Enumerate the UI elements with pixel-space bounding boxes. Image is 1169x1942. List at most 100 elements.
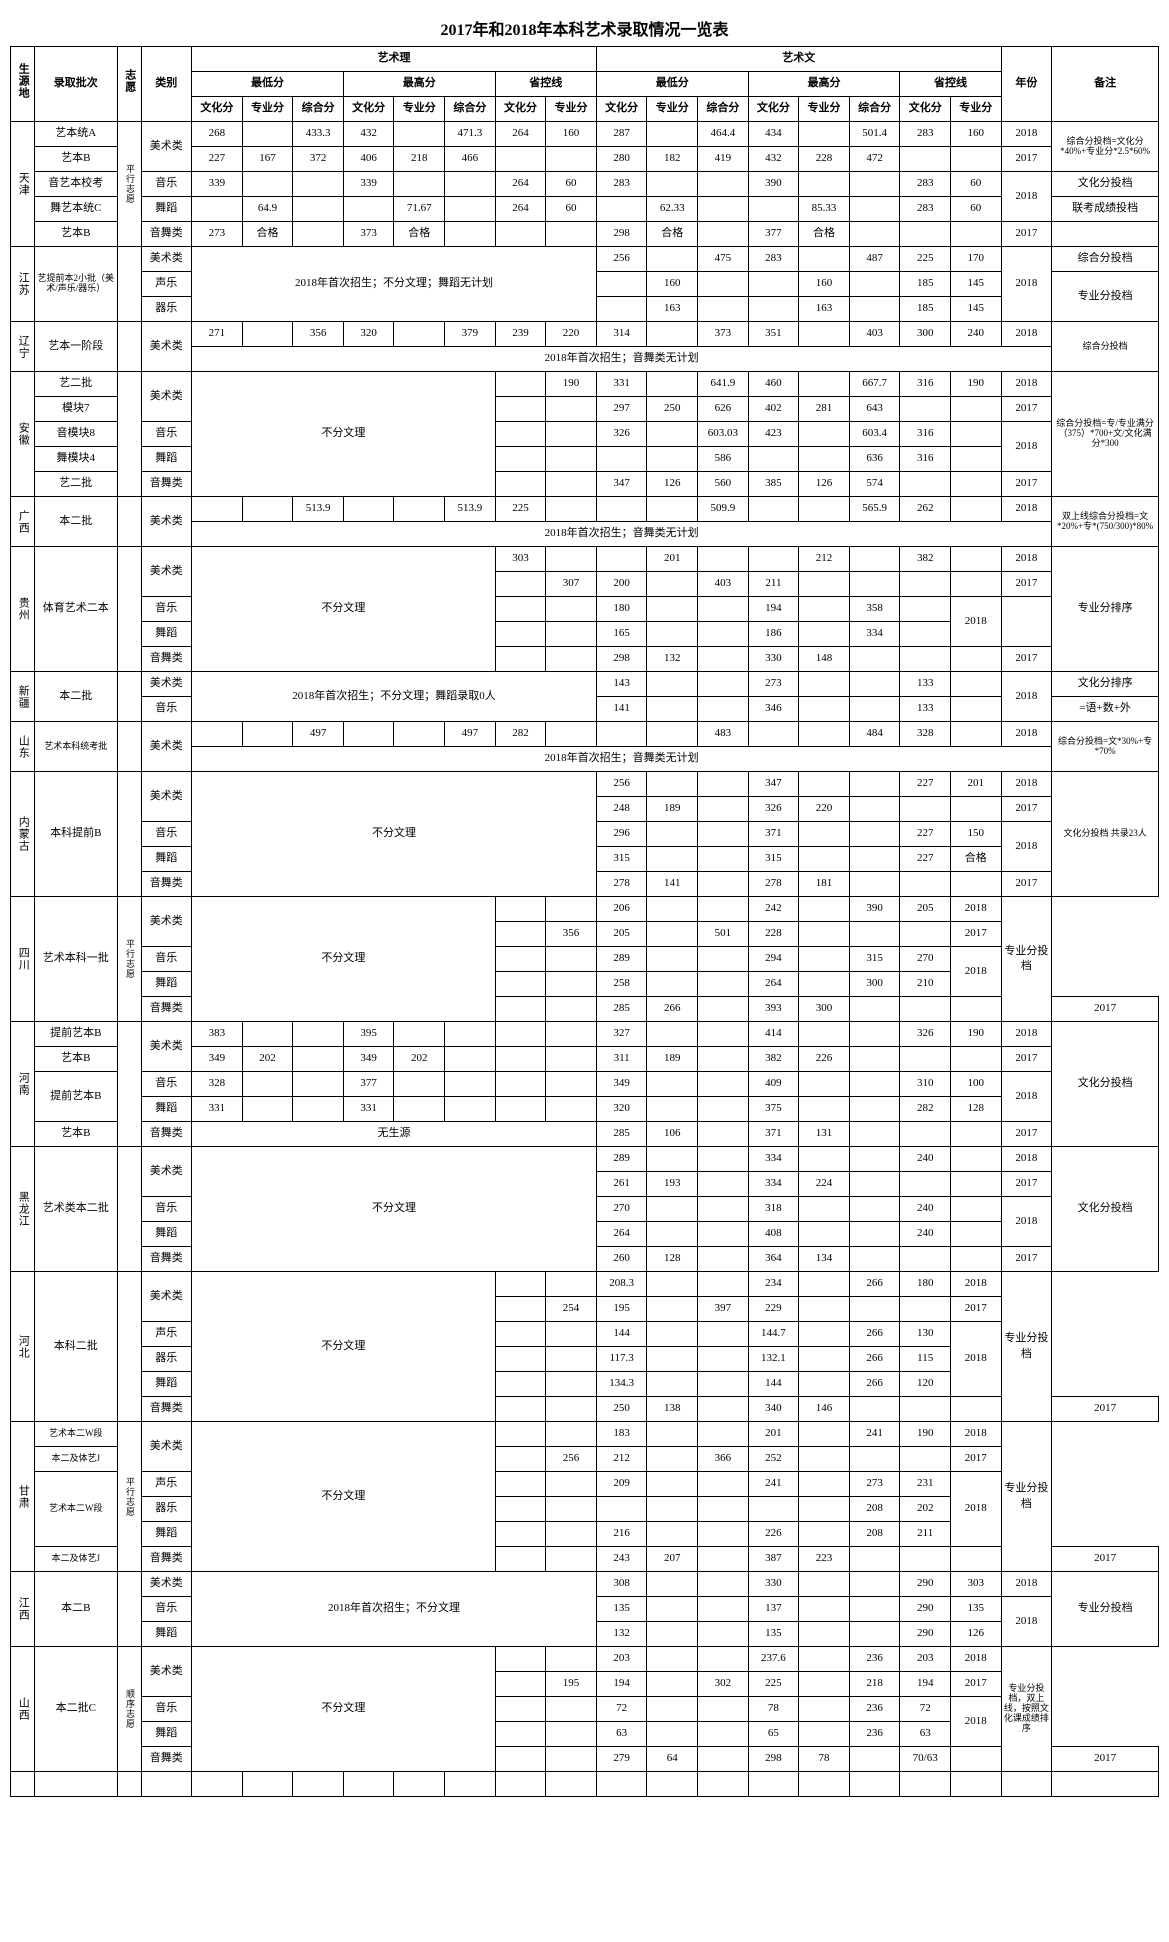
cell <box>596 197 647 222</box>
cell: 315 <box>748 847 799 872</box>
cell <box>647 722 698 747</box>
cell: 290 <box>900 1622 951 1647</box>
cell <box>495 397 546 422</box>
cell <box>192 722 243 747</box>
cell: 603.03 <box>698 422 749 447</box>
cell: 497 <box>445 722 496 747</box>
cell <box>951 797 1002 822</box>
cell: 186 <box>748 622 799 647</box>
cell: 250 <box>647 397 698 422</box>
cell <box>394 322 445 347</box>
cell <box>495 1397 546 1422</box>
cell <box>951 997 1002 1022</box>
cell: 平行志愿 <box>117 897 141 1022</box>
cell: 565.9 <box>849 497 900 522</box>
cell <box>900 147 951 172</box>
cell <box>951 647 1002 672</box>
cell: 舞蹈 <box>141 1722 192 1747</box>
cell: 85.33 <box>799 197 850 222</box>
cell: 636 <box>849 447 900 472</box>
cell: 208 <box>849 1497 900 1522</box>
cell: 256 <box>596 772 647 797</box>
cell: 390 <box>849 897 900 922</box>
cell <box>647 1097 698 1122</box>
cell: 144.7 <box>748 1322 799 1347</box>
cell <box>698 1147 749 1172</box>
cell: 141 <box>647 872 698 897</box>
cell: 综合分投档=专/专业满分（375）*700+文/文化满分*300 <box>1052 372 1159 497</box>
cell: 283 <box>596 172 647 197</box>
cell: 302 <box>698 1672 749 1697</box>
cell <box>445 197 496 222</box>
cell: 201 <box>951 772 1002 797</box>
h-sci-line: 省控线 <box>495 72 596 97</box>
cell: 专业分投档 <box>1001 1422 1052 1572</box>
cell: 2017 <box>1052 1397 1159 1422</box>
cell <box>951 697 1002 722</box>
cell <box>951 397 1002 422</box>
cell <box>117 322 141 372</box>
cell: 综合分投档=文化分*40%+专业分*2.5*60% <box>1052 122 1159 172</box>
h-c: 专业分 <box>647 97 698 122</box>
cell: =语+数+外 <box>1052 697 1159 722</box>
cell: 163 <box>799 297 850 322</box>
cell: 文化分投档 共录23人 <box>1052 772 1159 897</box>
cell <box>799 1697 850 1722</box>
h-c: 专业分 <box>799 97 850 122</box>
cell: 212 <box>596 1447 647 1472</box>
cell: 382 <box>748 1047 799 1072</box>
table-row: 甘肃艺术本二W段平行志愿美术类不分文理1832012411902018专业分投档 <box>11 1422 1159 1447</box>
cell: 285 <box>596 997 647 1022</box>
cell <box>698 1247 749 1272</box>
cell <box>546 1497 597 1522</box>
cell: 165 <box>596 622 647 647</box>
cell: 128 <box>647 1247 698 1272</box>
cell <box>596 1772 647 1797</box>
cell <box>647 1447 698 1472</box>
cell <box>698 1547 749 1572</box>
cell: 320 <box>343 322 394 347</box>
cell: 美术类 <box>141 247 192 272</box>
h-c: 文化分 <box>596 97 647 122</box>
cell: 新疆 <box>11 672 35 722</box>
cell <box>495 997 546 1022</box>
cell: 2018年首次招生；音舞类无计划 <box>192 747 1052 772</box>
cell: 音舞类 <box>141 872 192 897</box>
cell <box>799 1272 850 1297</box>
cell <box>849 1072 900 1097</box>
cell <box>495 1772 546 1797</box>
cell <box>799 672 850 697</box>
cell <box>799 1147 850 1172</box>
cell: 音舞类 <box>141 647 192 672</box>
cell <box>117 547 141 672</box>
cell <box>546 997 597 1022</box>
h-c: 文化分 <box>343 97 394 122</box>
h-sci: 艺术理 <box>192 47 597 72</box>
cell: 134 <box>799 1247 850 1272</box>
cell <box>647 122 698 147</box>
cell <box>117 497 141 547</box>
cell <box>799 1422 850 1447</box>
cell: 2018 <box>1001 247 1052 322</box>
cell: 229 <box>748 1297 799 1322</box>
cell <box>647 247 698 272</box>
cell: 330 <box>748 647 799 672</box>
cell <box>495 472 546 497</box>
cell: 120 <box>900 1372 951 1397</box>
cell: 专业分排序 <box>1052 547 1159 672</box>
cell: 合格 <box>242 222 293 247</box>
cell <box>343 197 394 222</box>
table-row: 音乐2892943152702018 <box>11 947 1159 972</box>
cell <box>242 497 293 522</box>
cell <box>698 1172 749 1197</box>
cell: 202 <box>242 1047 293 1072</box>
cell <box>394 1772 445 1797</box>
cell <box>647 1572 698 1597</box>
cell <box>647 1672 698 1697</box>
cell: 舞蹈 <box>141 1622 192 1647</box>
cell: 黑龙江 <box>11 1147 35 1272</box>
cell: 241 <box>748 1472 799 1497</box>
cell: 艺本B <box>34 222 117 247</box>
cell <box>951 1222 1002 1247</box>
cell <box>647 1422 698 1447</box>
